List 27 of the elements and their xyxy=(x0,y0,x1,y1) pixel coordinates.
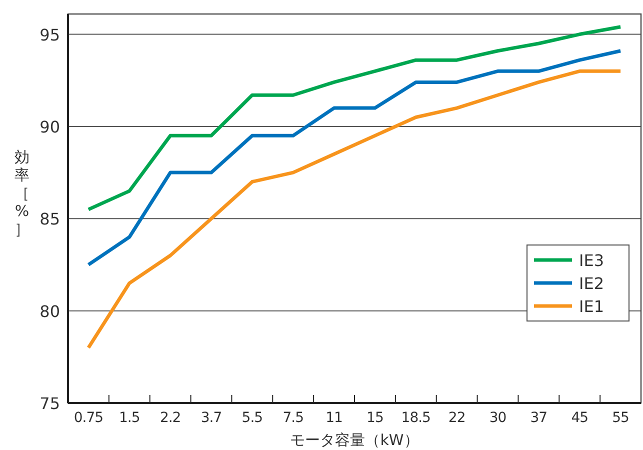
x-tick-label: 1.5 xyxy=(119,410,140,426)
line-series xyxy=(86,49,622,266)
y-tick-label: 90 xyxy=(40,117,60,136)
x-tick-label: 7.5 xyxy=(282,410,304,426)
x-tick-label: 55 xyxy=(612,410,629,426)
x-tick-label: 15 xyxy=(366,410,384,426)
line-series xyxy=(86,69,622,350)
x-tick-label: 5.5 xyxy=(242,410,263,426)
x-tick-label: 45 xyxy=(571,410,588,426)
y-tick-label: 95 xyxy=(40,25,60,44)
x-tick-label: 11 xyxy=(326,410,342,426)
legend-label: IE3 xyxy=(579,251,604,270)
x-tick-label: 2.2 xyxy=(160,410,181,426)
legend-label: IE2 xyxy=(579,274,604,293)
x-tick-label: 0.75 xyxy=(74,410,104,426)
line-series xyxy=(86,25,622,212)
x-tick-label: 30 xyxy=(489,410,506,426)
y-tick-label: 80 xyxy=(40,302,60,321)
x-tick-label: 3.7 xyxy=(200,410,222,426)
y-axis-title: 効率［%］ xyxy=(14,148,30,238)
x-axis-title: モータ容量（kW） xyxy=(290,431,419,449)
x-tick-label: 18.5 xyxy=(401,410,430,426)
x-tick-label: 37 xyxy=(530,410,548,426)
legend-label: IE1 xyxy=(579,297,604,316)
x-tick-label: 22 xyxy=(448,410,466,426)
y-tick-label: 85 xyxy=(40,210,60,229)
y-tick-label: 75 xyxy=(40,394,60,413)
